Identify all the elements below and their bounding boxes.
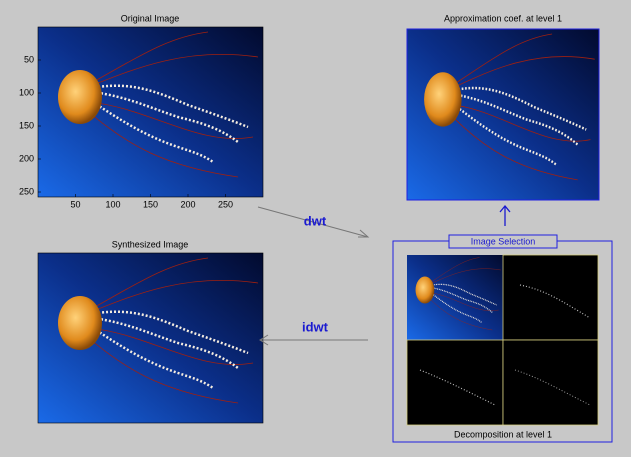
- x-tick-label: 50: [70, 199, 80, 209]
- y-tick-label: 250: [19, 186, 34, 196]
- y-tick-label: 50: [24, 54, 34, 64]
- y-tick-label: 150: [19, 120, 34, 130]
- up-arrow: [500, 206, 510, 226]
- x-tick-label: 250: [218, 199, 233, 209]
- original-image: [38, 27, 263, 197]
- wavelet-gui: Original Image 50 100 150 200 250 50 100 150 200…: [0, 0, 631, 452]
- button-label: Image Selection: [471, 236, 536, 246]
- panel-title: Approximation coef. at level 1: [444, 13, 562, 23]
- image-selection-button[interactable]: Image Selection: [449, 235, 557, 248]
- idwt-label: idwt: [302, 319, 329, 334]
- panel-title: Original Image: [121, 13, 180, 23]
- panel-title: Synthesized Image: [112, 239, 189, 249]
- approximation-image: [407, 29, 599, 200]
- x-tick-label: 100: [105, 199, 120, 209]
- quadrant-horizontal[interactable]: [503, 255, 598, 340]
- panel-title: Decomposition at level 1: [454, 429, 552, 439]
- y-tick-label: 200: [19, 153, 34, 163]
- idwt-arrow: [260, 335, 368, 345]
- synthesized-image: [38, 253, 263, 423]
- x-tick-label: 200: [180, 199, 195, 209]
- quadrant-vertical[interactable]: [407, 340, 503, 425]
- quadrant-diagonal[interactable]: [503, 340, 598, 425]
- quadrant-approx[interactable]: [407, 255, 503, 340]
- x-tick-label: 150: [143, 199, 158, 209]
- y-tick-label: 100: [19, 87, 34, 97]
- dwt-label: dwt: [304, 213, 327, 228]
